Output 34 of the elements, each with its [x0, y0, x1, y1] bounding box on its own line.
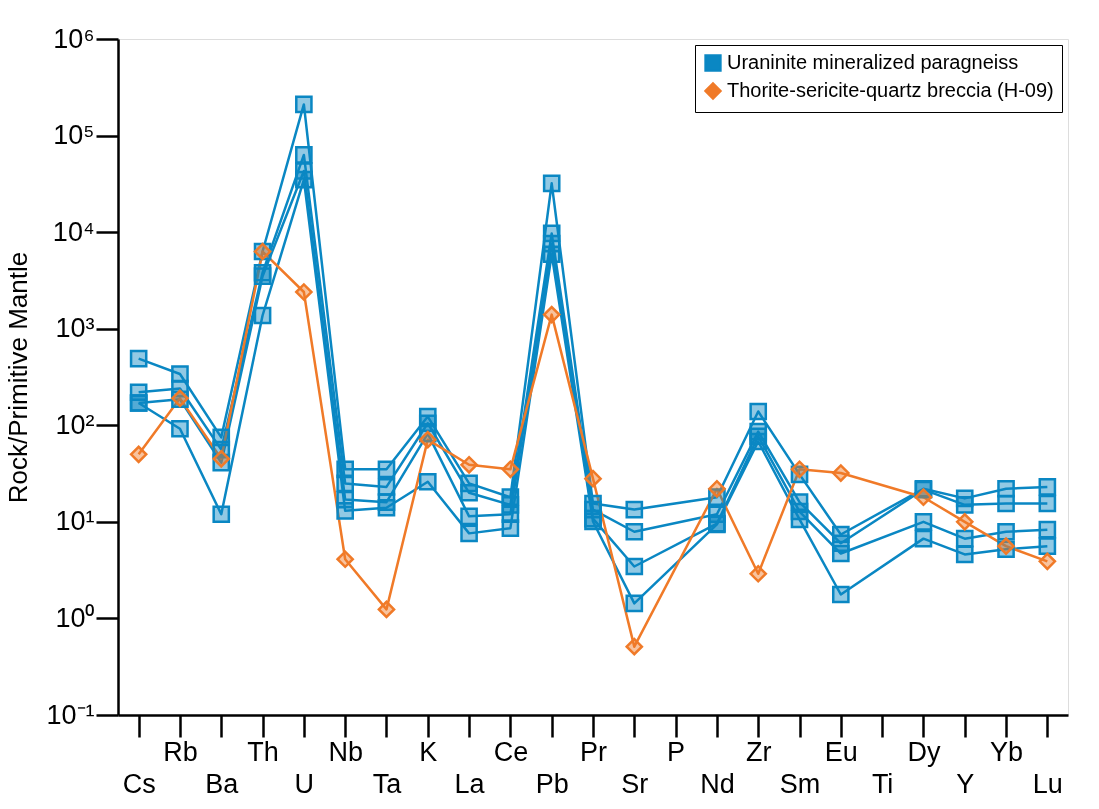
x-tick-label: Zr: [745, 736, 772, 767]
y-tick-label: 10⁻¹: [46, 699, 95, 730]
x-tick-label: Pb: [535, 768, 569, 799]
x-tick-label: Eu: [824, 736, 858, 767]
x-tick-label: Sr: [621, 768, 649, 799]
y-tick-label: 10⁶: [53, 23, 95, 54]
x-tick-label: Nd: [700, 768, 735, 799]
y-tick-label: 10⁴: [52, 216, 95, 247]
y-axis-title: Rock/Primitive Mantle: [3, 251, 34, 504]
x-tick-label: P: [667, 736, 686, 767]
x-tick-label: Sm: [779, 768, 821, 799]
y-tick-label: 10⁰: [55, 602, 95, 633]
x-tick-label: La: [454, 768, 486, 799]
x-tick-label: Dy: [907, 736, 941, 767]
x-tick-label: Ba: [205, 768, 240, 799]
y-tick-label: 10³: [55, 313, 95, 344]
x-tick-label: Ti: [871, 768, 894, 799]
legend-label: Uraninite mineralized paragneiss: [727, 51, 1019, 73]
x-tick-label: Th: [247, 736, 279, 767]
x-tick-label: Yb: [990, 736, 1024, 767]
x-tick-label: K: [419, 736, 438, 767]
x-tick-label: Nb: [328, 736, 363, 767]
x-tick-label: Lu: [1032, 768, 1063, 799]
x-tick-label: Rb: [163, 736, 198, 767]
x-tick-label: Ta: [372, 768, 403, 799]
legend-label: Thorite-sericite-quartz breccia (H-09): [727, 79, 1054, 101]
x-tick-label: Ce: [493, 736, 529, 767]
y-tick-label: 10⁵: [53, 120, 95, 151]
y-tick-label: 10¹: [55, 506, 95, 537]
x-tick-label: Pr: [580, 736, 608, 767]
x-tick-label: U: [294, 768, 315, 799]
x-tick-label: Y: [956, 768, 975, 799]
y-tick-label: 10²: [55, 409, 95, 440]
x-tick-label: Cs: [122, 768, 156, 799]
